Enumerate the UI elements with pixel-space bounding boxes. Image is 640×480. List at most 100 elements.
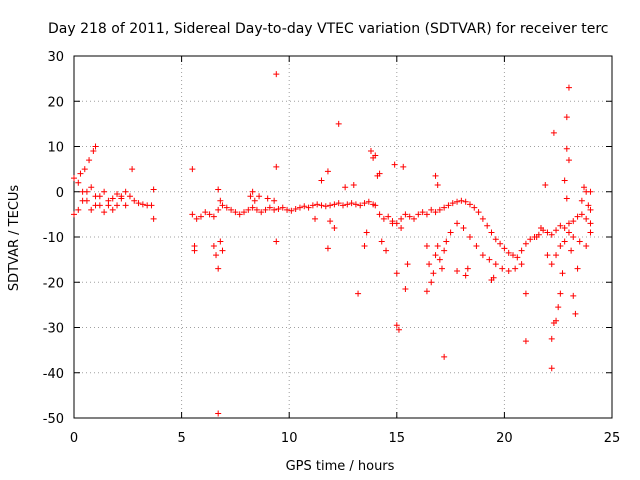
data-point [318,177,325,184]
data-point [565,84,572,91]
data-point [512,265,519,272]
data-point [81,166,88,173]
data-point [449,200,456,207]
data-point [363,229,370,236]
data-point [585,202,592,209]
data-point [423,243,430,250]
data-point [559,270,566,277]
data-point [522,290,529,297]
data-point [109,195,116,202]
data-point [361,200,368,207]
x-tick-labels: 0 5 10 15 20 25 [70,431,620,446]
data-point [574,213,581,220]
data-point [266,204,273,211]
data-point [223,204,230,211]
data-point [215,410,222,417]
data-point [398,224,405,231]
data-point [428,206,435,213]
data-point [361,243,368,250]
data-point [492,261,499,268]
data-point [249,188,256,195]
data-point [365,198,372,205]
data-point [79,197,86,204]
data-point [479,252,486,259]
data-point [565,157,572,164]
data-point [464,265,471,272]
data-point [553,227,560,234]
data-point [135,200,142,207]
data-point [357,202,364,209]
data-point [118,195,125,202]
data-point [101,209,108,216]
data-point [288,207,295,214]
data-point [378,238,385,245]
data-point [228,206,235,213]
data-point [537,224,544,231]
data-point [395,326,402,333]
data-point [355,290,362,297]
data-point [501,245,508,252]
data-point [202,209,209,216]
data-point [215,206,222,213]
data-point [284,206,291,213]
data-point [71,175,77,182]
x-axis-label: GPS time / hours [286,459,395,474]
data-point [548,231,555,238]
data-point [462,272,469,279]
data-point [219,202,226,209]
data-point [441,204,448,211]
data-point [563,195,570,202]
data-point [312,215,319,222]
data-point [565,229,572,236]
data-point [428,279,435,286]
data-point [441,353,448,360]
tick-marks [73,55,613,419]
data-point [475,209,482,216]
data-point [568,247,575,254]
data-point [376,170,383,177]
data-point [90,148,97,155]
data-point [557,222,564,229]
data-point [253,206,260,213]
data-point [454,267,461,274]
data-point [101,188,108,195]
data-point [497,240,504,247]
data-point [126,193,133,200]
data-point [96,202,103,209]
data-point [587,206,594,213]
data-point [563,114,570,121]
data-point [314,201,321,208]
data-point [550,129,557,136]
data-point [557,243,564,250]
x-tick-label: 25 [604,431,621,446]
data-point [232,209,239,216]
data-point [150,215,157,222]
data-point [542,181,549,188]
y-tick-label: -10 [43,231,64,246]
data-point [236,211,243,218]
data-point [393,270,400,277]
data-point [210,243,217,250]
data-point [348,200,355,207]
data-point [383,247,390,254]
data-point [122,202,129,209]
data-point [423,288,430,295]
data-point [376,211,383,218]
data-point [561,224,568,231]
data-point [486,256,493,263]
data-point [505,267,512,274]
data-point [324,245,331,252]
data-point [402,286,409,293]
data-point [587,220,594,227]
data-point [273,238,280,245]
data-point [533,234,540,240]
data-point [271,197,278,204]
data-point [324,168,331,175]
data-point [557,290,564,297]
data-point [583,215,590,222]
data-point [426,261,433,268]
data-point [572,310,579,317]
data-point [215,186,222,193]
